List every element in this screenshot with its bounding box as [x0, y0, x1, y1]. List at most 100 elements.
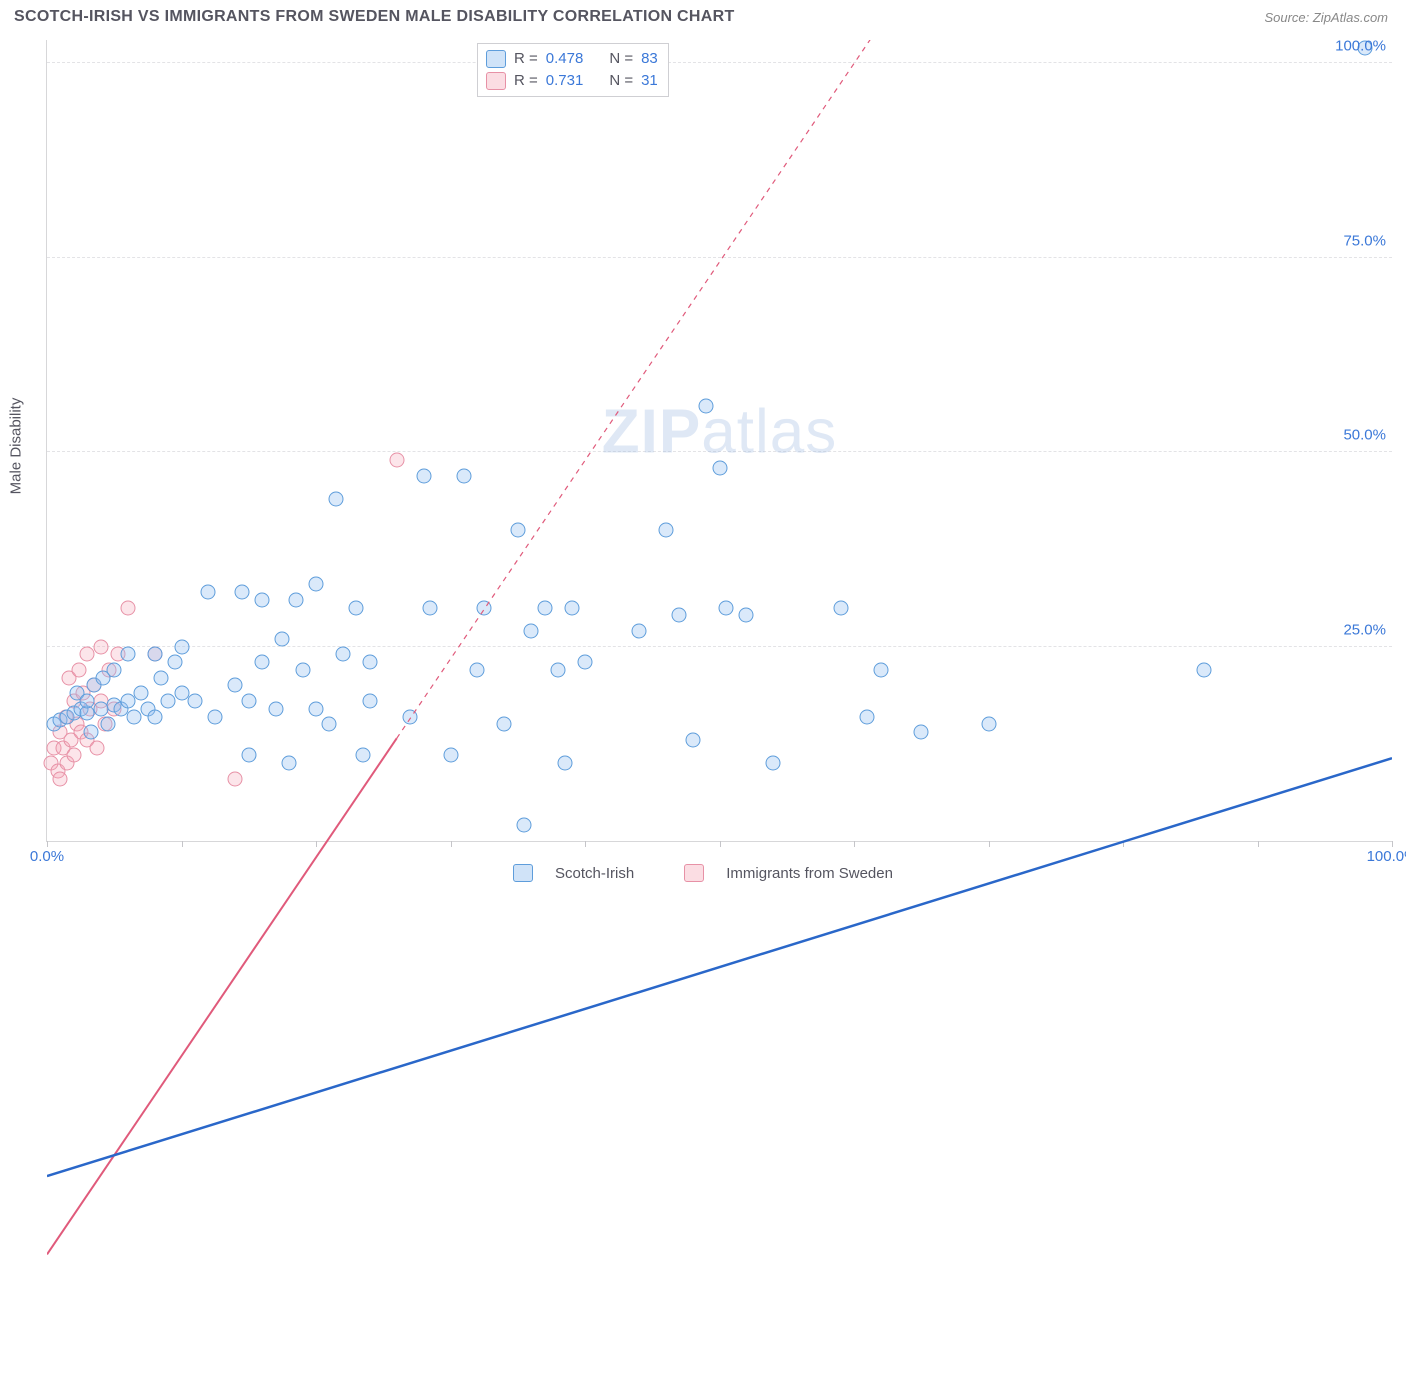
scatter-point	[127, 709, 142, 724]
y-tick-label: 25.0%	[1343, 621, 1386, 638]
scatter-point	[241, 748, 256, 763]
scatter-point	[873, 662, 888, 677]
scatter-point	[53, 771, 68, 786]
scatter-point	[295, 662, 310, 677]
scatter-point	[167, 655, 182, 670]
scatter-point	[275, 631, 290, 646]
scatter-point	[174, 639, 189, 654]
x-tick	[182, 841, 183, 847]
scatter-point	[672, 608, 687, 623]
scatter-point	[282, 756, 297, 771]
scatter-point	[241, 694, 256, 709]
scatter-point	[255, 592, 270, 607]
scatter-point	[658, 522, 673, 537]
x-tick	[585, 841, 586, 847]
scatter-point	[470, 662, 485, 677]
scatter-point	[551, 662, 566, 677]
scatter-point	[510, 522, 525, 537]
scatter-point	[147, 647, 162, 662]
scatter-point	[389, 452, 404, 467]
scatter-point	[161, 694, 176, 709]
legend-swatch-blue	[486, 50, 506, 68]
scatter-point	[154, 670, 169, 685]
scatter-points-layer	[47, 40, 1392, 841]
legend-stats-box: R = 0.478 N = 83 R = 0.731 N = 31	[477, 43, 669, 97]
scatter-point	[72, 662, 87, 677]
x-tick	[989, 841, 990, 847]
scatter-point	[228, 771, 243, 786]
scatter-point	[362, 694, 377, 709]
scatter-point	[362, 655, 377, 670]
legend-label-scotch-irish: Scotch-Irish	[555, 865, 634, 882]
scatter-point	[699, 398, 714, 413]
legend-n-label: N =	[609, 70, 633, 92]
y-tick-label: 75.0%	[1343, 232, 1386, 249]
scatter-point	[235, 585, 250, 600]
scatter-point	[423, 600, 438, 615]
legend-row-2: R = 0.731 N = 31	[486, 70, 658, 92]
scatter-point	[335, 647, 350, 662]
scatter-point	[80, 647, 95, 662]
scatter-point	[631, 624, 646, 639]
scatter-point	[84, 725, 99, 740]
scatter-point	[89, 740, 104, 755]
scatter-point	[349, 600, 364, 615]
scatter-point	[712, 460, 727, 475]
scatter-point	[268, 701, 283, 716]
scatter-point	[187, 694, 202, 709]
legend-row-1: R = 0.478 N = 83	[486, 48, 658, 70]
legend-swatch-pink	[684, 864, 704, 882]
scatter-point	[456, 468, 471, 483]
scatter-point	[833, 600, 848, 615]
scatter-point	[443, 748, 458, 763]
legend-r-value: 0.731	[546, 70, 584, 92]
x-tick	[451, 841, 452, 847]
x-tick	[720, 841, 721, 847]
bottom-legend: Scotch-Irish Immigrants from Sweden	[0, 864, 1406, 882]
source-label: Source: ZipAtlas.com	[1264, 10, 1388, 25]
scatter-point	[860, 709, 875, 724]
scatter-point	[497, 717, 512, 732]
legend-swatch-blue	[513, 864, 533, 882]
scatter-point	[564, 600, 579, 615]
scatter-point	[288, 592, 303, 607]
scatter-point	[120, 647, 135, 662]
scatter-point	[208, 709, 223, 724]
scatter-point	[537, 600, 552, 615]
scatter-point	[914, 725, 929, 740]
legend-r-value: 0.478	[546, 48, 584, 70]
x-tick	[1258, 841, 1259, 847]
legend-r-label: R =	[514, 48, 538, 70]
scatter-point	[517, 818, 532, 833]
scatter-point	[403, 709, 418, 724]
x-tick	[1123, 841, 1124, 847]
scatter-point	[120, 600, 135, 615]
chart-plot-area: ZIPatlas R = 0.478 N = 83 R = 0.731 N = …	[46, 40, 1392, 842]
x-tick	[1392, 841, 1393, 847]
scatter-point	[107, 662, 122, 677]
scatter-point	[578, 655, 593, 670]
scatter-point	[93, 639, 108, 654]
scatter-point	[228, 678, 243, 693]
scatter-point	[356, 748, 371, 763]
scatter-point	[322, 717, 337, 732]
y-axis-title: Male Disability	[8, 398, 25, 495]
legend-swatch-pink	[486, 72, 506, 90]
scatter-point	[201, 585, 216, 600]
x-tick	[47, 841, 48, 847]
x-tick-label: 100.0%	[1367, 848, 1406, 865]
scatter-point	[309, 577, 324, 592]
scatter-point	[147, 709, 162, 724]
scatter-point	[685, 732, 700, 747]
scatter-point	[557, 756, 572, 771]
x-tick-label: 0.0%	[30, 848, 64, 865]
legend-n-label: N =	[609, 48, 633, 70]
scatter-point	[416, 468, 431, 483]
scatter-point	[719, 600, 734, 615]
scatter-point	[739, 608, 754, 623]
legend-n-value: 31	[641, 70, 658, 92]
scatter-point	[1196, 662, 1211, 677]
chart-title: SCOTCH-IRISH VS IMMIGRANTS FROM SWEDEN M…	[14, 8, 735, 26]
scatter-point	[100, 717, 115, 732]
y-tick-label: 50.0%	[1343, 427, 1386, 444]
